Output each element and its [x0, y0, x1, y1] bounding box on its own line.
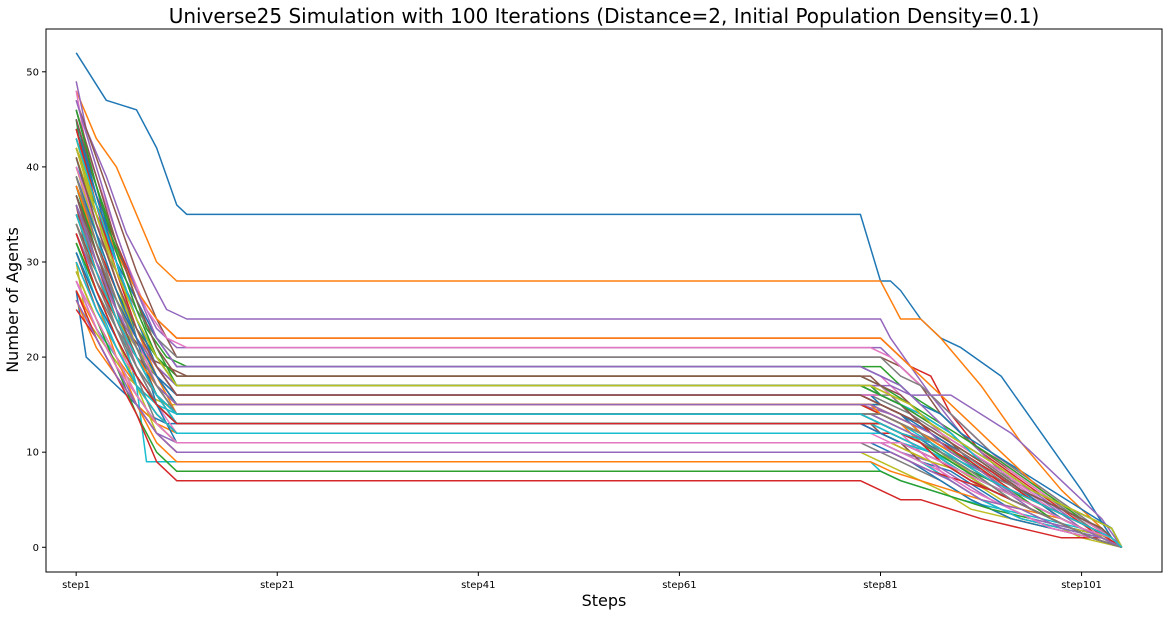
chart-title: Universe25 Simulation with 100 Iteration… — [169, 4, 1040, 28]
series-line-96 — [75, 157, 1123, 548]
series-line-2 — [75, 90, 1123, 548]
x-tick-label: step81 — [863, 580, 897, 591]
series-line-1 — [75, 52, 1123, 548]
plot-frame — [45, 28, 1163, 573]
y-tick-label: 10 — [26, 448, 39, 459]
y-tick-label: 40 — [26, 162, 39, 173]
series-line-98 — [75, 176, 1123, 549]
series-line-77 — [75, 280, 1123, 549]
series-line-65 — [75, 100, 1123, 548]
x-axis: step1 step21 step41 step61 step81 step101 — [62, 572, 1102, 591]
series-line-85 — [75, 299, 1123, 548]
y-tick-label: 0 — [33, 543, 39, 554]
series-layer — [75, 52, 1123, 549]
x-axis-label: Steps — [582, 591, 627, 610]
y-tick-label: 50 — [26, 67, 39, 78]
y-axis: 0 10 20 30 40 50 — [26, 67, 46, 554]
x-tick-label: step21 — [260, 580, 294, 591]
x-tick-label: step101 — [1061, 580, 1102, 591]
y-tick-label: 30 — [26, 257, 39, 268]
series-line-99 — [75, 147, 1123, 548]
y-tick-label: 20 — [26, 353, 39, 364]
series-line-97 — [75, 280, 1123, 548]
series-line-100 — [75, 214, 1123, 548]
x-tick-label: step1 — [62, 580, 90, 591]
x-tick-label: step41 — [461, 580, 495, 591]
series-line-48 — [75, 185, 1123, 548]
series-line-24 — [75, 309, 1123, 548]
x-tick-label: step61 — [662, 580, 696, 591]
y-axis-label: Number of Agents — [3, 227, 22, 373]
